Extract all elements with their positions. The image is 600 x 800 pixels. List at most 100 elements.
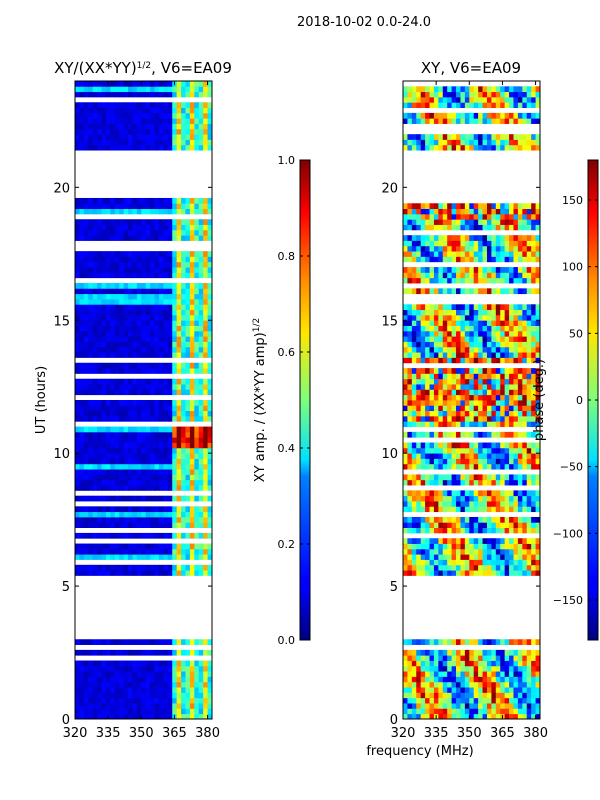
heatmap-cell bbox=[128, 469, 133, 475]
heatmap-cell bbox=[189, 697, 195, 704]
heatmap-cell bbox=[526, 245, 532, 252]
heatmap-cell bbox=[447, 538, 453, 544]
heatmap-cell bbox=[136, 219, 142, 225]
heatmap-cell bbox=[482, 671, 488, 677]
heatmap-cell bbox=[132, 261, 138, 268]
heatmap-cell bbox=[420, 474, 426, 481]
heatmap-cell bbox=[416, 118, 422, 124]
heatmap-cell bbox=[526, 378, 532, 385]
heatmap-cell bbox=[114, 485, 120, 491]
heatmap-cell bbox=[79, 511, 85, 518]
heatmap-cell bbox=[517, 224, 523, 231]
heatmap-cell bbox=[491, 219, 497, 225]
heatmap-cell bbox=[433, 219, 439, 225]
heatmap-cell bbox=[526, 330, 532, 337]
heatmap-cell bbox=[105, 118, 111, 124]
heatmap-cell bbox=[132, 564, 138, 571]
heatmap-cell bbox=[491, 410, 497, 417]
heatmap-cell bbox=[158, 564, 164, 571]
heatmap-cell bbox=[136, 107, 142, 114]
heatmap-cell bbox=[83, 681, 89, 688]
heatmap-cell bbox=[203, 681, 208, 688]
heatmap-cell bbox=[105, 532, 111, 539]
heatmap-cell bbox=[425, 479, 430, 486]
heatmap-cell bbox=[416, 421, 422, 427]
heatmap-cell bbox=[88, 139, 94, 146]
heatmap-cell bbox=[478, 453, 483, 459]
heatmap-cell bbox=[535, 256, 540, 263]
heatmap-cell bbox=[491, 681, 497, 688]
heatmap-cell bbox=[513, 224, 519, 231]
heatmap-cell bbox=[119, 368, 125, 374]
heatmap-cell bbox=[128, 102, 133, 108]
heatmap-cell bbox=[141, 144, 147, 151]
heatmap-cell bbox=[203, 336, 208, 342]
heatmap-cell bbox=[181, 463, 186, 470]
heatmap-cell bbox=[158, 442, 164, 449]
heatmap-cell bbox=[194, 134, 200, 140]
heatmap-cell bbox=[451, 389, 457, 396]
heatmap-cell bbox=[504, 543, 510, 550]
heatmap-cell bbox=[447, 506, 453, 513]
heatmap-cell bbox=[141, 548, 147, 555]
heatmap-cell bbox=[189, 676, 195, 683]
heatmap-cell bbox=[429, 527, 435, 534]
heatmap-cell bbox=[504, 410, 510, 417]
heatmap-cell bbox=[172, 362, 178, 369]
heatmap-cell bbox=[411, 203, 417, 209]
heatmap-cell bbox=[88, 325, 94, 332]
heatmap-cell bbox=[119, 293, 125, 300]
heatmap-cell bbox=[509, 490, 514, 497]
heatmap-cell bbox=[198, 107, 204, 114]
heatmap-cell bbox=[136, 267, 142, 273]
heatmap-cell bbox=[526, 208, 532, 215]
heatmap-cell bbox=[403, 405, 408, 412]
heatmap-cell bbox=[403, 336, 408, 342]
heatmap-cell bbox=[194, 431, 200, 438]
heatmap-cell bbox=[456, 639, 461, 645]
heatmap-cell bbox=[491, 336, 497, 342]
heatmap-cell bbox=[97, 426, 102, 433]
heatmap-cell bbox=[79, 197, 85, 204]
heatmap-cell bbox=[92, 309, 98, 316]
heatmap-cell bbox=[141, 713, 147, 719]
heatmap-cell bbox=[128, 543, 133, 550]
heatmap-cell bbox=[517, 336, 523, 342]
heatmap-cell bbox=[442, 681, 448, 688]
heatmap-cell bbox=[194, 288, 200, 295]
heatmap-cell bbox=[83, 676, 89, 683]
heatmap-cell bbox=[181, 703, 186, 709]
heatmap-cell bbox=[88, 415, 94, 422]
heatmap-cell bbox=[114, 251, 120, 257]
heatmap-cell bbox=[167, 256, 173, 263]
heatmap-cell bbox=[207, 81, 212, 87]
heatmap-cell bbox=[88, 235, 94, 241]
heatmap-cell bbox=[141, 495, 147, 502]
heatmap-cell bbox=[482, 341, 488, 348]
heatmap-cell bbox=[535, 479, 540, 486]
heatmap-cell bbox=[97, 543, 102, 550]
heatmap-cell bbox=[194, 516, 200, 523]
heatmap-cell bbox=[97, 112, 102, 119]
heatmap-cell bbox=[531, 320, 536, 326]
heatmap-cell bbox=[509, 267, 514, 273]
heatmap-cell bbox=[101, 474, 107, 481]
heatmap-cell bbox=[172, 293, 178, 300]
heatmap-cell bbox=[460, 240, 466, 247]
heatmap-cell bbox=[101, 107, 107, 114]
heatmap-cell bbox=[181, 144, 186, 151]
heatmap-cell bbox=[473, 341, 479, 348]
heatmap-cell bbox=[429, 224, 435, 231]
heatmap-cell bbox=[158, 261, 164, 268]
heatmap-cell bbox=[189, 437, 195, 443]
heatmap-cell bbox=[473, 655, 479, 661]
heatmap-cell bbox=[407, 697, 413, 704]
heatmap-cell bbox=[176, 522, 182, 528]
heatmap-cell bbox=[136, 123, 142, 130]
heatmap-cell bbox=[83, 197, 89, 204]
heatmap-cell bbox=[500, 687, 506, 693]
heatmap-cell bbox=[433, 463, 439, 470]
heatmap-cell bbox=[411, 134, 417, 140]
heatmap-cell bbox=[429, 134, 435, 140]
heatmap-cell bbox=[88, 676, 94, 683]
